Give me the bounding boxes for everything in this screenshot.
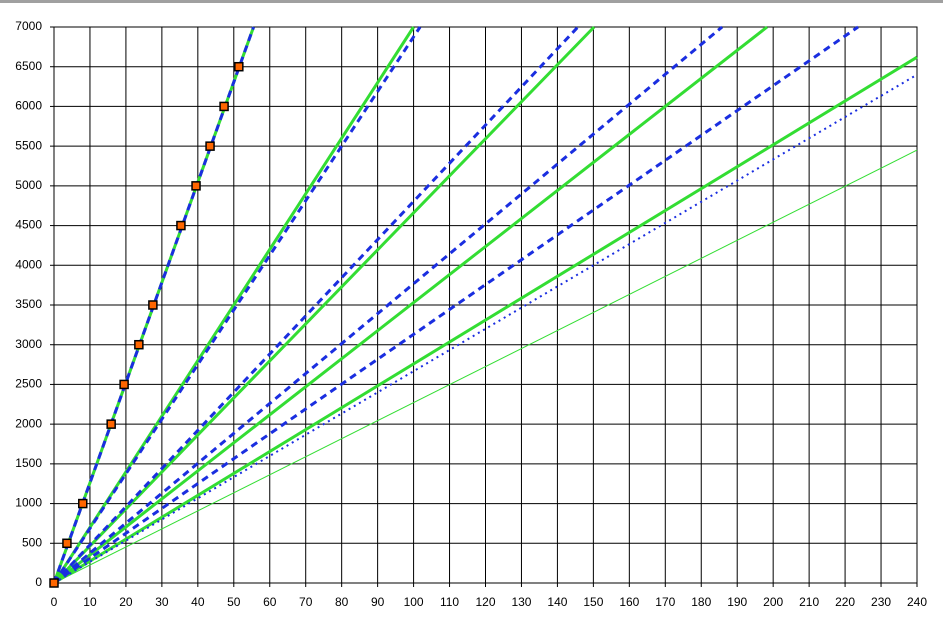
x-tick-label: 70 <box>299 595 313 609</box>
series-line <box>53 73 918 584</box>
y-tick-label: 3500 <box>15 297 42 311</box>
y-tick-label: 4000 <box>15 257 42 271</box>
x-tick-label: 20 <box>119 595 133 609</box>
marker <box>191 181 201 191</box>
x-tick-label: 210 <box>799 595 819 609</box>
x-tick-label: 230 <box>871 595 891 609</box>
y-tick-label: 500 <box>22 535 42 549</box>
x-tick-label: 220 <box>835 595 855 609</box>
marker <box>234 61 244 72</box>
y-tick-label: 2500 <box>15 377 42 391</box>
x-tick-label: 60 <box>263 595 277 609</box>
x-tick-label: 160 <box>619 595 639 609</box>
x-tick-label: 50 <box>227 595 241 609</box>
marker <box>49 578 59 588</box>
series-line <box>53 25 859 585</box>
y-tick-label: 7000 <box>15 19 42 33</box>
series-line <box>53 55 918 585</box>
x-tick-label: 0 <box>51 595 58 609</box>
y-tick-label: 1000 <box>15 496 42 510</box>
x-tick-label: 170 <box>655 595 675 609</box>
y-tick-label: 6000 <box>15 99 42 113</box>
series-line <box>52 25 596 585</box>
x-tick-label: 190 <box>727 595 747 609</box>
series-line <box>52 26 422 584</box>
x-tick-label: 150 <box>583 595 603 609</box>
marker <box>205 141 215 151</box>
series-line <box>52 25 580 585</box>
x-tick-label: 110 <box>440 595 459 609</box>
y-tick-label: 5500 <box>15 138 42 152</box>
y-tick-label: 5000 <box>15 178 42 192</box>
marker <box>148 300 158 310</box>
x-tick-label: 120 <box>475 595 495 609</box>
x-tick-label: 200 <box>763 595 783 609</box>
x-tick-label: 140 <box>547 595 567 609</box>
marker <box>78 498 88 509</box>
x-tick-label: 100 <box>404 595 424 609</box>
x-tick-label: 240 <box>907 595 927 609</box>
x-tick-label: 90 <box>371 595 385 609</box>
y-tick-label: 3000 <box>15 337 42 351</box>
y-tick-label: 4500 <box>15 218 42 232</box>
marker <box>119 379 129 390</box>
series-line <box>52 26 255 584</box>
x-tick-label: 30 <box>155 595 169 609</box>
series-line <box>53 25 724 585</box>
x-tick-label: 80 <box>335 595 349 609</box>
y-tick-label: 6500 <box>15 59 42 73</box>
marker <box>106 419 116 429</box>
series-line <box>53 149 918 584</box>
x-tick-label: 40 <box>191 595 205 609</box>
x-tick-label: 10 <box>83 595 97 609</box>
marker <box>62 538 72 549</box>
x-tick-label: 130 <box>511 595 531 609</box>
marker <box>176 220 186 231</box>
marker <box>219 101 229 112</box>
marker <box>134 339 144 350</box>
y-tick-label: 1500 <box>15 456 42 470</box>
x-tick-label: 180 <box>691 595 711 609</box>
y-tick-label: 2000 <box>15 416 42 430</box>
series-line <box>53 25 768 585</box>
window-border <box>0 0 943 3</box>
y-tick-label: 0 <box>35 575 42 589</box>
